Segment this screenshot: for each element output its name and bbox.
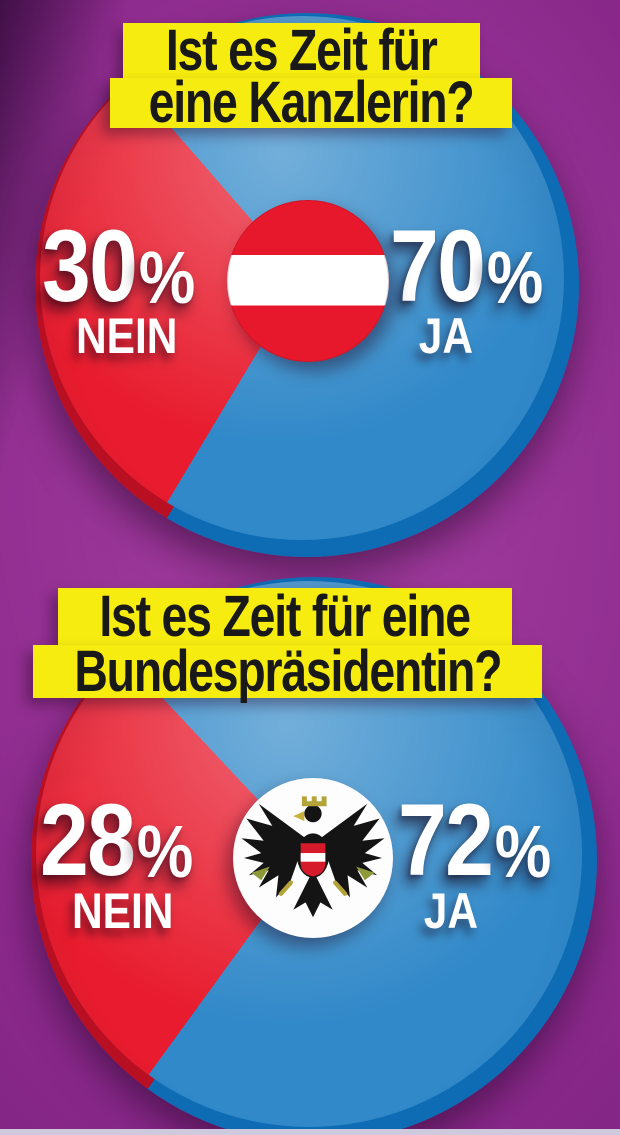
no-label: NEIN xyxy=(75,308,178,364)
title-text: Ist es Zeit für xyxy=(166,17,438,83)
eagle-graphic xyxy=(241,796,385,918)
yes-percentage: 70 % xyxy=(390,208,544,323)
yes-percentage-value: 70 xyxy=(390,208,486,323)
no-percentage-value: 30 xyxy=(42,208,138,323)
percent-sign: % xyxy=(494,809,552,893)
title-banner-line2: Bundespräsidentin? xyxy=(33,638,542,704)
title-banner-line2: eine Kanzlerin? xyxy=(110,74,512,132)
title-text: Bundespräsidentin? xyxy=(74,638,502,704)
no-percentage-value: 28 xyxy=(40,782,136,897)
yes-label: JA xyxy=(423,883,479,939)
yes-percentage: 72 % xyxy=(398,782,552,897)
austria-coat-of-arms-icon xyxy=(233,778,393,938)
bottom-border-strip xyxy=(0,1129,620,1135)
percent-sign: % xyxy=(486,235,544,319)
no-percentage: 30 % xyxy=(42,208,196,323)
yes-percentage-value: 72 xyxy=(398,782,494,897)
austria-flag-icon xyxy=(227,200,389,362)
percent-sign: % xyxy=(138,235,196,319)
title-banner-line1: Ist es Zeit für eine xyxy=(58,583,512,649)
title-text: eine Kanzlerin? xyxy=(148,70,475,135)
yes-label: JA xyxy=(418,308,474,364)
title-banner-line1: Ist es Zeit für xyxy=(123,17,480,83)
title-text: Ist es Zeit für eine xyxy=(99,583,472,649)
no-percentage: 28 % xyxy=(40,782,194,897)
percent-sign: % xyxy=(136,809,194,893)
no-label: NEIN xyxy=(71,883,174,939)
